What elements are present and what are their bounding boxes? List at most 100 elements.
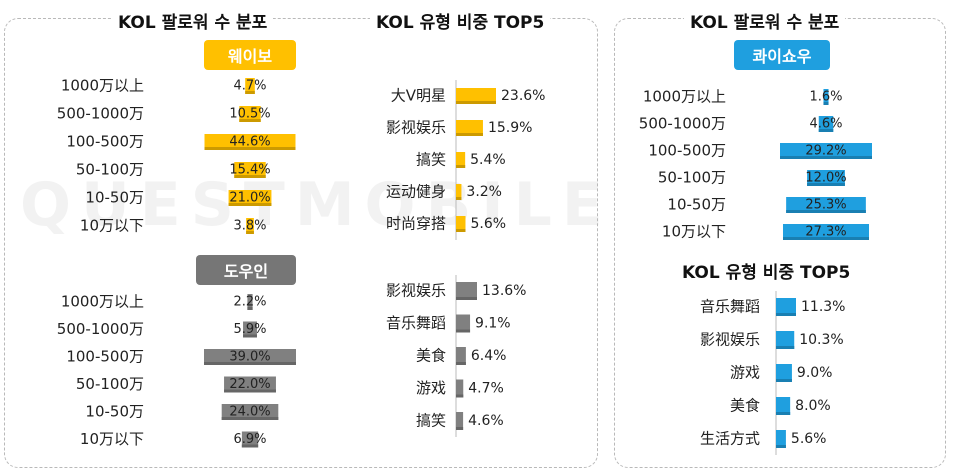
bar — [780, 143, 872, 159]
data-label: 10.3% — [799, 332, 843, 348]
bar — [245, 78, 255, 94]
bar-shadow — [456, 133, 483, 136]
bar-shadow — [456, 427, 464, 430]
data-label: 25.3% — [805, 198, 846, 213]
bar-shadow — [782, 237, 870, 240]
bar — [456, 412, 464, 430]
data-label: 11.3% — [801, 299, 845, 315]
data-label: 6.9% — [233, 432, 266, 447]
data-label: 5.9% — [233, 322, 266, 337]
tick-label: 50-100万 — [76, 375, 144, 393]
bar — [456, 282, 477, 300]
tick-label: 影视娱乐 — [386, 119, 446, 137]
bar-shadow — [241, 444, 259, 448]
data-label: 6.4% — [471, 348, 507, 364]
data-label: 3.2% — [466, 184, 502, 200]
tick-label: 50-100万 — [658, 169, 726, 187]
tick-label: 1000万以上 — [643, 88, 726, 106]
bar-shadow — [204, 362, 296, 365]
bar-shadow — [456, 297, 477, 300]
data-label: 4.6% — [809, 117, 842, 132]
data-label: 29.2% — [805, 144, 846, 159]
tick-label: 大V明星 — [391, 87, 446, 105]
bar-shadow — [786, 210, 866, 213]
data-label: 23.6% — [501, 88, 545, 104]
tick-label: 美食 — [730, 397, 760, 415]
bar-shadow — [807, 183, 845, 186]
data-label: 4.7% — [468, 381, 504, 397]
tick-label: 10万以下 — [662, 223, 726, 241]
tick-label: 10万以下 — [80, 217, 144, 235]
data-label: 3.8% — [233, 219, 266, 234]
tick-label: 10-50万 — [667, 196, 726, 214]
bar — [807, 170, 845, 186]
bar — [776, 364, 792, 382]
bar — [823, 89, 829, 105]
bar — [204, 349, 296, 365]
tick-label: 美食 — [416, 347, 446, 365]
bar — [776, 430, 786, 448]
tick-label: 50-100万 — [76, 161, 144, 179]
bar-shadow — [776, 412, 791, 415]
tick-label: 10-50万 — [85, 403, 144, 421]
data-label: 9.1% — [475, 316, 511, 332]
data-label: 9.0% — [797, 365, 833, 381]
data-label: 39.0% — [229, 350, 270, 365]
bar-shadow — [780, 156, 872, 159]
bar-shadow — [776, 445, 786, 448]
tick-label: 音乐舞蹈 — [386, 314, 446, 332]
bar — [221, 404, 279, 420]
data-label: 24.0% — [229, 405, 270, 420]
bar — [456, 184, 462, 200]
bar — [224, 376, 276, 393]
tick-label: 影视娱乐 — [386, 282, 446, 300]
bar-shadow — [247, 307, 253, 310]
data-label: 10.5% — [229, 107, 270, 122]
data-label: 12.0% — [805, 171, 846, 186]
right-type-title: KOL 유형 비중 TOP5 — [682, 258, 851, 283]
bar-shadow — [776, 346, 795, 349]
bar-shadow — [456, 229, 466, 232]
tick-label: 运动健身 — [386, 183, 446, 201]
bar-shadow — [456, 362, 466, 365]
data-label: 2.2% — [233, 295, 266, 310]
tick-label: 100-500万 — [66, 348, 144, 366]
data-label: 15.9% — [488, 120, 532, 136]
data-label: 1.6% — [809, 90, 842, 105]
bar — [818, 116, 834, 132]
data-label: 27.3% — [805, 225, 846, 240]
tick-label: 100-500万 — [648, 142, 726, 160]
tick-label: 音乐舞蹈 — [700, 298, 760, 316]
tick-label: 影视娱乐 — [700, 331, 760, 349]
bar — [782, 224, 870, 240]
bar-shadow — [456, 329, 471, 333]
bar — [776, 397, 791, 415]
right-dist-title: KOL 팔로워 수 분포 — [684, 8, 846, 33]
bar-shadow — [456, 165, 466, 168]
bar — [246, 218, 254, 234]
data-label: 5.6% — [791, 431, 827, 447]
bar — [243, 321, 257, 338]
data-label: 4.7% — [233, 79, 266, 94]
tick-label: 100-500万 — [66, 133, 144, 151]
data-label: 13.6% — [482, 283, 526, 299]
bar — [456, 152, 466, 168]
tick-label: 1000万以上 — [61, 293, 144, 311]
bar-shadow — [456, 394, 464, 398]
bar — [456, 314, 471, 333]
tick-label: 游戏 — [416, 379, 446, 397]
bar — [247, 294, 253, 310]
tick-label: 搞笑 — [416, 151, 446, 169]
bar — [228, 190, 272, 206]
bar-shadow — [246, 231, 254, 234]
left-dist-title: KOL 팔로워 수 분포 — [112, 8, 274, 33]
bar-shadow — [234, 175, 266, 178]
bar — [456, 88, 496, 104]
tick-label: 500-1000万 — [639, 115, 726, 133]
left-panel — [4, 18, 598, 468]
data-label: 5.4% — [470, 152, 506, 168]
tick-label: 1000万以上 — [61, 77, 144, 95]
bar — [239, 106, 261, 122]
platform-badge-kuaishou: 콰이쇼우 — [734, 40, 830, 70]
bar — [456, 379, 464, 398]
